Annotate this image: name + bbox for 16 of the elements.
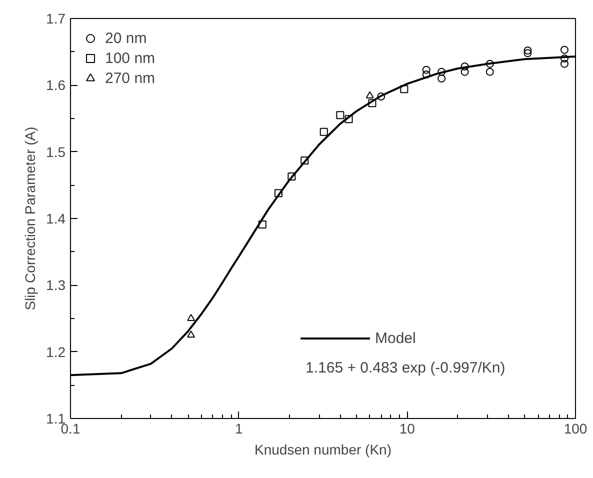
legend-label: 270 nm — [105, 70, 156, 86]
x-tick-label: 1 — [234, 420, 243, 436]
y-tick-label: 1.2 — [46, 344, 66, 360]
annotation: 1.165 + 0.483 exp (-0.997/Kn) — [306, 360, 506, 376]
y-tick-label: 1.5 — [46, 144, 66, 160]
y-tick-label: 1.6 — [46, 77, 66, 94]
x-tick-label: 100 — [564, 420, 588, 436]
x-axis-title: Knudsen number (Kn) — [254, 442, 392, 458]
x-tick-label: 10 — [399, 420, 416, 436]
y-tick-label: 1.7 — [46, 10, 66, 26]
y-tick-label: 1.3 — [46, 277, 66, 294]
y-tick-label: 1.4 — [46, 210, 66, 226]
y-axis-title: Slip Correction Parameter (A) — [22, 126, 38, 310]
legend-label: Model — [375, 330, 416, 346]
legend-label: 100 nm — [105, 50, 156, 66]
legend-label: 20 nm — [105, 30, 147, 46]
